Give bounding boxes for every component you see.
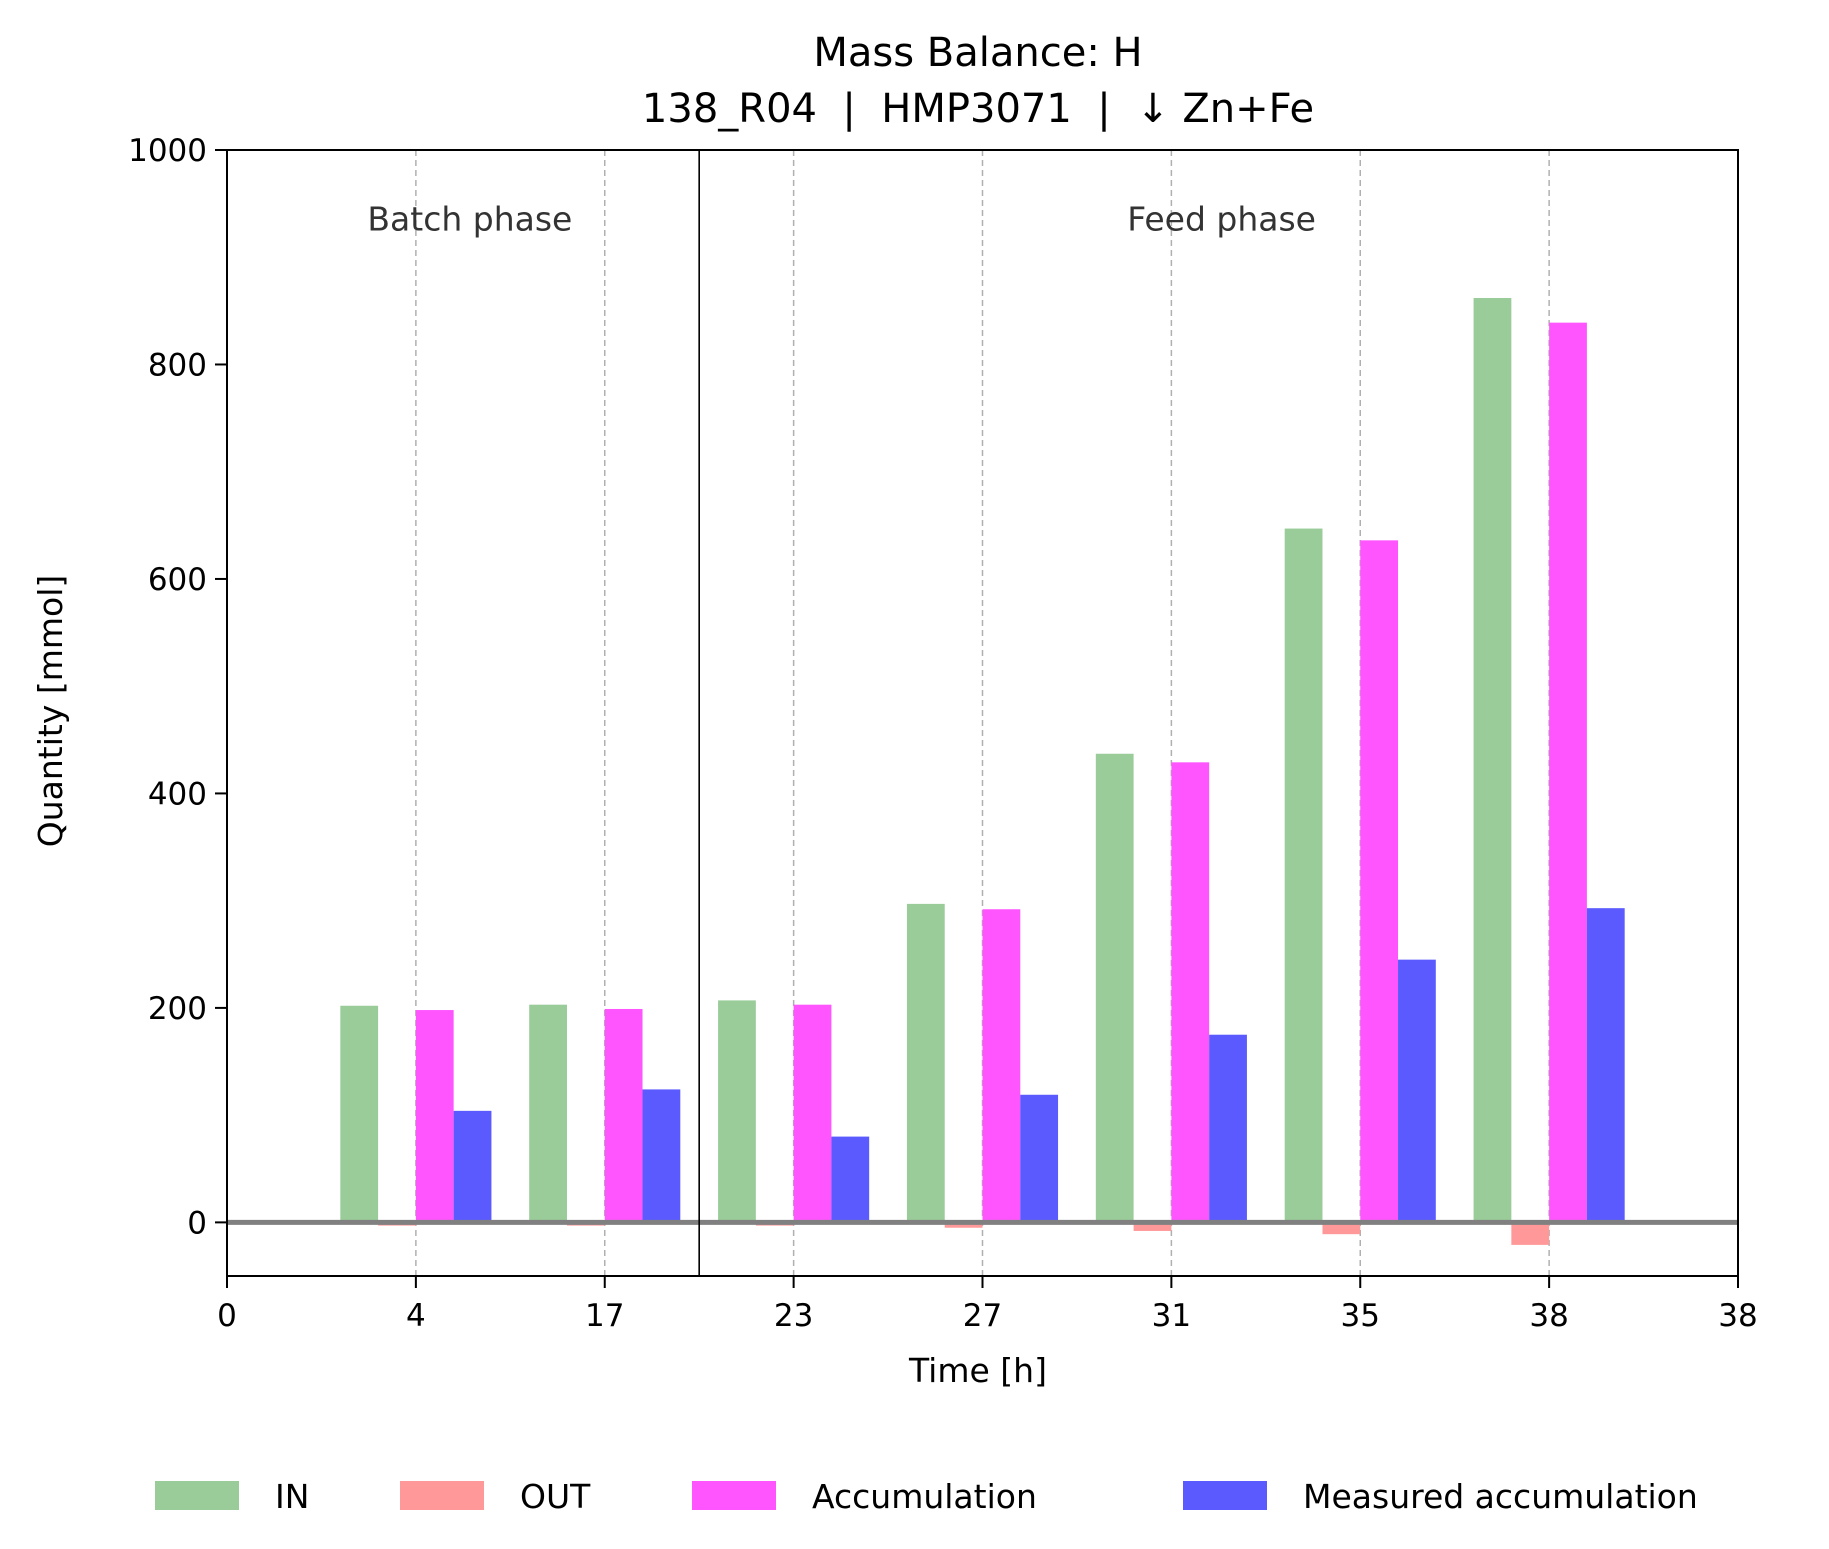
y-tick-label: 400 xyxy=(148,776,207,812)
x-axis: 0 4 17 23 27 31 35 38 38 xyxy=(217,1276,1758,1334)
x-tick-label: 35 xyxy=(1341,1298,1380,1334)
bar-out-38 xyxy=(1511,1222,1550,1245)
bar-in-23 xyxy=(718,1000,756,1223)
x-tick-label: 38 xyxy=(1718,1298,1757,1334)
legend: IN OUT Accumulation Measured accumulation xyxy=(155,1477,1698,1516)
x-tick-label: 4 xyxy=(406,1298,426,1334)
bar-accumulation-23 xyxy=(793,1004,832,1223)
x-tick-label: 0 xyxy=(217,1298,237,1334)
bar-in-17 xyxy=(529,1004,567,1223)
y-axis: 0 200 400 600 800 1000 xyxy=(128,133,227,1241)
x-axis-label: Time [h] xyxy=(908,1351,1047,1390)
bar-out-27 xyxy=(944,1222,983,1228)
y-tick-label: 800 xyxy=(148,347,207,383)
legend-label: OUT xyxy=(520,1477,591,1516)
bar-in-4 xyxy=(340,1005,379,1223)
x-tick-label: 31 xyxy=(1152,1298,1191,1334)
bar-out-35 xyxy=(1322,1222,1361,1235)
y-tick-label: 1000 xyxy=(128,133,207,169)
legend-swatch xyxy=(400,1481,484,1510)
bar-measured-accumulation-38 xyxy=(1586,908,1625,1223)
x-tick-label: 27 xyxy=(963,1298,1002,1334)
y-tick-label: 200 xyxy=(148,991,207,1027)
bar-accumulation-27 xyxy=(982,909,1021,1223)
bar-in-35 xyxy=(1284,528,1323,1223)
x-tick-label: 38 xyxy=(1529,1298,1568,1334)
bar-measured-accumulation-27 xyxy=(1020,1094,1059,1223)
y-tick-label: 0 xyxy=(187,1205,207,1241)
legend-swatch xyxy=(1183,1481,1267,1510)
bar-in-38 xyxy=(1473,297,1512,1223)
feed-phase-label: Feed phase xyxy=(1127,199,1316,238)
x-tick-label: 17 xyxy=(585,1298,624,1334)
bar-accumulation-4 xyxy=(415,1010,454,1223)
legend-swatch xyxy=(155,1481,239,1510)
bar-accumulation-31 xyxy=(1171,762,1210,1223)
legend-swatch xyxy=(692,1481,776,1510)
bar-in-27 xyxy=(906,903,945,1223)
bar-measured-accumulation-23 xyxy=(831,1136,870,1223)
chart-subtitle: 138_R04 | HMP3071 | ↓ Zn+Fe xyxy=(642,86,1314,132)
bar-accumulation-35 xyxy=(1360,540,1399,1223)
y-tick-label: 600 xyxy=(148,562,207,598)
bars xyxy=(340,297,1625,1245)
legend-label: IN xyxy=(275,1477,309,1516)
bar-measured-accumulation-4 xyxy=(453,1110,492,1223)
chart-title: Mass Balance: H xyxy=(813,30,1142,76)
bar-accumulation-38 xyxy=(1549,322,1587,1223)
bar-measured-accumulation-35 xyxy=(1398,959,1436,1223)
bar-out-31 xyxy=(1133,1222,1172,1231)
y-axis-label: Quantity [mmol] xyxy=(31,575,70,848)
x-tick-label: 23 xyxy=(774,1298,813,1334)
legend-label: Measured accumulation xyxy=(1303,1477,1698,1516)
legend-label: Accumulation xyxy=(812,1477,1037,1516)
bar-measured-accumulation-17 xyxy=(642,1089,681,1223)
batch-phase-label: Batch phase xyxy=(367,199,572,238)
bar-accumulation-17 xyxy=(604,1008,643,1223)
bar-in-31 xyxy=(1095,753,1134,1223)
bar-measured-accumulation-31 xyxy=(1209,1034,1247,1223)
